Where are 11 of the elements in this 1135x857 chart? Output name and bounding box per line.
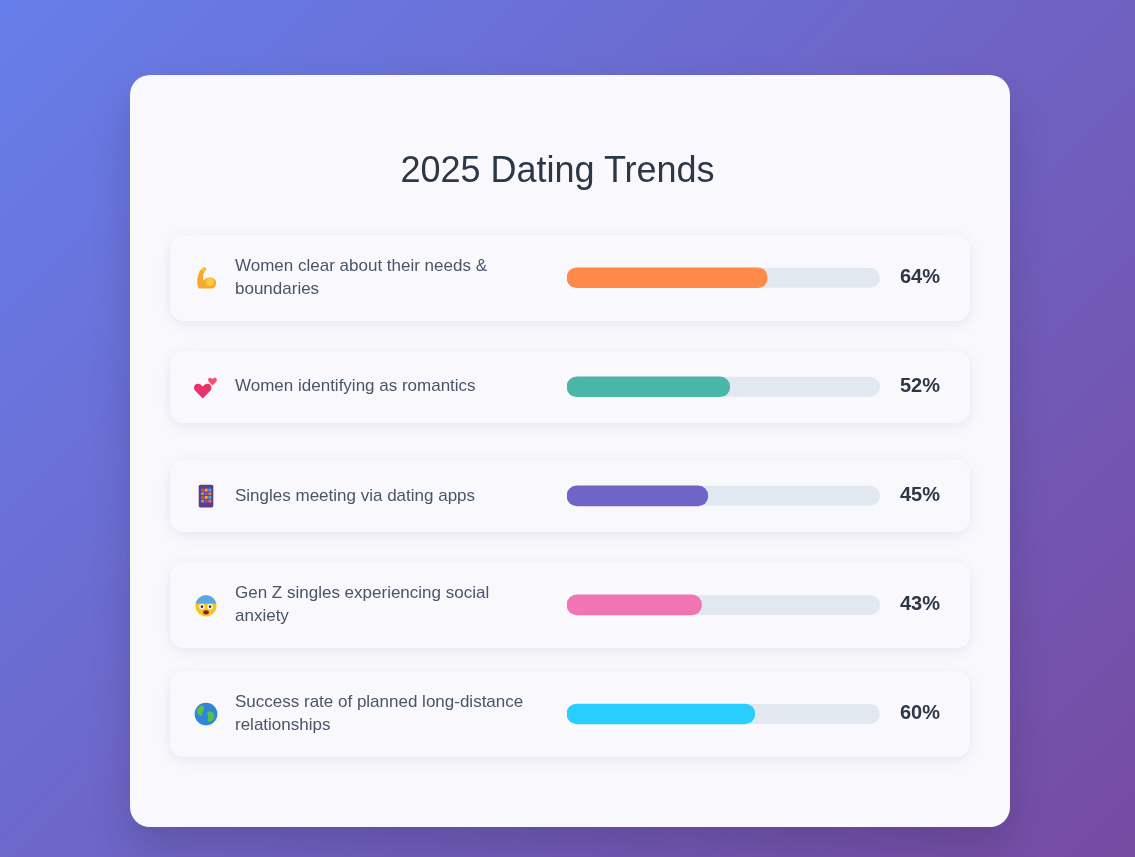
data-label: 60% (900, 701, 941, 724)
data-label: 64% (900, 265, 941, 288)
data-label: 45% (900, 483, 941, 506)
data-label: 43% (900, 592, 941, 615)
y-tick-label: Gen Z singles experiencing social anxiety (235, 583, 490, 626)
y-tick-label: Women clear about their needs & boundaries (235, 255, 488, 298)
data-label: 52% (900, 374, 941, 397)
chart-title: 2025 Dating Trends (400, 148, 715, 190)
y-tick-label: Success rate of planned long-distance relationships (235, 692, 524, 735)
y-tick-label: Singles meeting via dating apps (235, 485, 476, 505)
y-tick-label: Women identifying as romantics (235, 376, 476, 396)
